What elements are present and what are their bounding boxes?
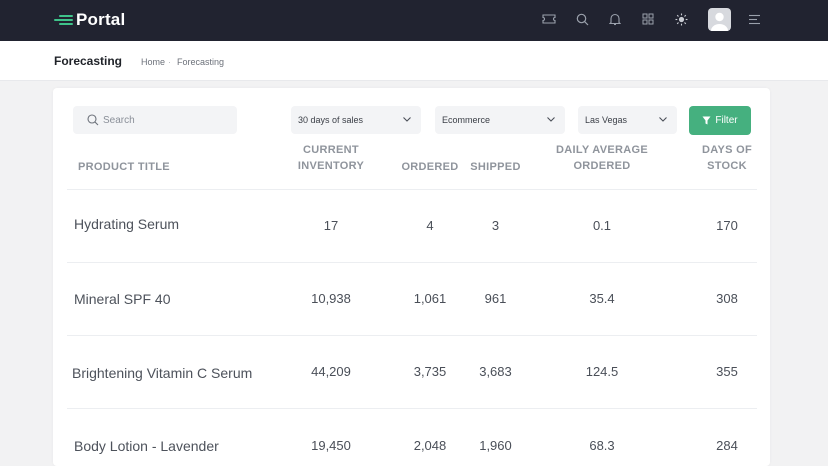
filter-button-label: Filter <box>715 115 738 126</box>
chevron-down-icon <box>547 117 555 122</box>
period-select-value: 30 days of sales <box>298 115 364 125</box>
table-divider <box>67 408 757 409</box>
logo-mark-icon <box>54 13 73 27</box>
bell-icon[interactable] <box>607 11 623 27</box>
location-select-value: Las Vegas <box>585 115 628 125</box>
shipped-cell: 3,683 <box>479 364 512 379</box>
daily-average-cell: 0.1 <box>592 218 612 233</box>
grid-icon[interactable] <box>640 11 656 27</box>
forecast-card <box>53 88 770 466</box>
column-header-days-of-stock[interactable]: DAYS OF STOCK <box>702 144 752 172</box>
days-of-stock-cell: 170 <box>716 218 738 233</box>
location-select[interactable]: Las Vegas <box>578 106 677 134</box>
funnel-icon <box>702 116 711 125</box>
filter-button[interactable]: Filter <box>689 106 751 135</box>
column-header-ordered[interactable]: ORDERED <box>401 161 459 173</box>
inventory-cell: 44,209 <box>311 364 351 379</box>
product-title-cell[interactable]: Hydrating Serum <box>74 216 180 232</box>
column-header-current-inventory[interactable]: CURRENT INVENTORY <box>297 144 365 172</box>
period-select[interactable]: 30 days of sales <box>291 106 421 134</box>
search-icon <box>87 114 99 126</box>
shipped-cell: 1,960 <box>479 438 512 453</box>
ordered-cell: 4 <box>426 218 434 233</box>
ordered-cell: 2,048 <box>413 438 447 453</box>
column-header-shipped[interactable]: SHIPPED <box>470 161 521 173</box>
daily-average-cell: 35.4 <box>589 291 615 306</box>
shipped-cell: 3 <box>491 218 500 233</box>
inventory-cell: 17 <box>323 218 339 233</box>
page-header: Forecasting Home · Forecasting <box>0 41 828 81</box>
ticket-icon[interactable] <box>541 11 557 27</box>
avatar[interactable] <box>708 8 731 31</box>
sun-icon[interactable] <box>673 11 689 27</box>
channel-select-value: Ecommerce <box>442 115 491 125</box>
search-box[interactable] <box>73 106 237 134</box>
daily-average-cell: 68.3 <box>589 438 615 453</box>
inventory-cell: 10,938 <box>311 291 351 306</box>
breadcrumb-separator: · <box>168 57 171 67</box>
menu-icon[interactable] <box>746 11 762 27</box>
table-divider <box>67 335 757 336</box>
search-input[interactable] <box>103 106 233 134</box>
chevron-down-icon <box>403 117 411 122</box>
product-title-cell[interactable]: Mineral SPF 40 <box>74 291 171 307</box>
ordered-cell: 1,061 <box>413 291 447 306</box>
chevron-down-icon <box>659 117 667 122</box>
page-title: Forecasting <box>54 54 123 68</box>
top-navbar: Portal <box>0 0 828 41</box>
search-icon[interactable] <box>574 11 590 27</box>
daily-average-cell: 124.5 <box>585 364 619 379</box>
portal-logo[interactable]: Portal <box>54 10 125 30</box>
product-title-cell[interactable]: Body Lotion - Lavender <box>74 438 219 454</box>
table-divider <box>67 262 757 263</box>
column-header-product-title[interactable]: PRODUCT TITLE <box>78 161 170 173</box>
inventory-cell: 19,450 <box>311 438 351 453</box>
product-title-cell[interactable]: Brightening Vitamin C Serum <box>72 365 253 381</box>
shipped-cell: 961 <box>484 291 507 306</box>
breadcrumb-current: Forecasting <box>177 57 225 67</box>
ordered-cell: 3,735 <box>413 364 447 379</box>
app-name: Portal <box>76 10 126 29</box>
channel-select[interactable]: Ecommerce <box>435 106 565 134</box>
days-of-stock-cell: 355 <box>716 364 738 379</box>
table-divider <box>67 189 757 190</box>
breadcrumb-home[interactable]: Home <box>141 57 166 67</box>
column-header-daily-average-ordered[interactable]: DAILY AVERAGE ORDERED <box>556 144 648 172</box>
days-of-stock-cell: 308 <box>716 291 738 306</box>
days-of-stock-cell: 284 <box>716 438 738 453</box>
